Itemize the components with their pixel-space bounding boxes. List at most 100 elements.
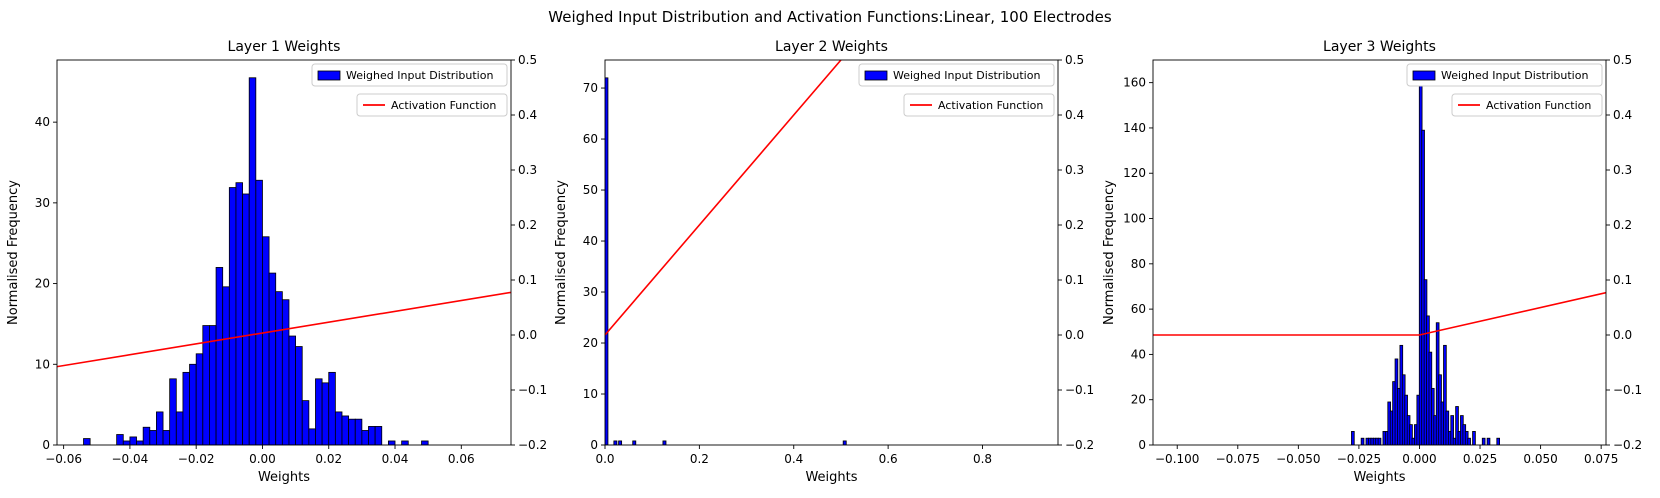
histogram-bar xyxy=(401,440,409,445)
legend-activation: Activation Function xyxy=(1451,93,1603,117)
histogram-bar xyxy=(1467,437,1471,445)
y2-tick-label: 0.2 xyxy=(1613,218,1632,232)
histogram-bar xyxy=(632,440,637,445)
histogram-bar xyxy=(334,411,343,445)
histogram-bar xyxy=(1445,410,1450,445)
legend-patch-swatch xyxy=(1412,70,1436,81)
legend-patch-swatch xyxy=(317,70,341,81)
y-tick-label: 0 xyxy=(590,438,598,452)
y-tick-label: 30 xyxy=(35,196,50,210)
legend-box xyxy=(1406,63,1603,87)
histogram-bar xyxy=(613,440,618,445)
y2-tick-label: 0.2 xyxy=(518,218,537,232)
legend-label: Weighed Input Distribution xyxy=(346,69,493,82)
legend-box xyxy=(1451,93,1603,117)
x-tick-label: −0.050 xyxy=(1276,452,1320,466)
histogram-bar xyxy=(228,187,237,445)
plot-frame xyxy=(604,59,1059,446)
y2-tick-label: 0.1 xyxy=(518,273,537,287)
legend-activation: Activation Function xyxy=(356,93,508,117)
histogram-bar xyxy=(328,371,336,445)
legend-box xyxy=(356,93,508,117)
histogram-bar xyxy=(288,335,297,445)
y2-tick-label: 0.0 xyxy=(1065,328,1084,342)
y-tick-label: 10 xyxy=(583,387,598,401)
x-tick-label: 0.8 xyxy=(973,452,992,466)
x-tick-label: −0.075 xyxy=(1216,452,1260,466)
histogram-bars xyxy=(83,77,429,445)
y-tick-label: 0 xyxy=(42,438,50,452)
panel-title: Layer 1 Weights xyxy=(228,39,341,55)
y2-tick-label: −0.1 xyxy=(1065,383,1094,397)
y2-tick-label: −0.2 xyxy=(1065,438,1094,452)
y-tick-label: 20 xyxy=(1131,393,1146,407)
histogram-bar xyxy=(182,371,190,445)
histogram-bar xyxy=(348,418,356,445)
histogram-bar xyxy=(202,325,210,445)
y-tick-label: 80 xyxy=(1131,257,1146,271)
x-tick-label: −0.04 xyxy=(112,452,149,466)
y2-tick-label: −0.1 xyxy=(1613,383,1642,397)
plot-frame xyxy=(1152,59,1607,446)
x-tick-label: 0.050 xyxy=(1523,452,1557,466)
histogram-bars xyxy=(1351,64,1501,445)
panel-3: −0.100 −0.075 −0.050 −0.025 0.000 0.025 0.050 0… xyxy=(1102,39,1642,485)
histogram-bar xyxy=(1443,344,1447,445)
histogram-bar xyxy=(1472,431,1476,445)
histogram-bar xyxy=(842,440,847,445)
histogram-bar xyxy=(301,400,310,445)
y2-tick-label: 0.5 xyxy=(518,53,537,67)
figure-suptitle: Weighed Input Distribution and Activatio… xyxy=(548,8,1112,26)
y2-tick-label: 0.2 xyxy=(1065,218,1084,232)
histogram-bar xyxy=(116,434,124,445)
histogram-bar xyxy=(321,382,330,445)
y-tick-label: 60 xyxy=(583,132,598,146)
histogram-bar xyxy=(242,193,250,445)
legend-distribution: Weighed Input Distribution xyxy=(311,63,508,87)
y2-tick-label: 0.0 xyxy=(518,328,537,342)
histogram-bar xyxy=(136,440,144,445)
x-tick-label: 0.00 xyxy=(249,452,276,466)
x-tick-label: 0.4 xyxy=(784,452,803,466)
y-tick-label: 160 xyxy=(1123,76,1146,90)
legend-patch-swatch xyxy=(864,70,888,81)
legend-box xyxy=(311,63,508,87)
panels: −0.06 −0.04 −0.02 0.00 0.02 0.04 0.06010203040… xyxy=(6,39,1642,485)
x-tick-label: −0.025 xyxy=(1337,452,1381,466)
y2-tick-label: 0.3 xyxy=(1613,163,1632,177)
y-tick-label: 70 xyxy=(583,81,598,95)
activation-line xyxy=(1153,291,1606,336)
histogram-bar xyxy=(1486,437,1491,445)
histogram-bar xyxy=(308,428,316,445)
histogram-bar xyxy=(215,267,224,445)
histogram-bar xyxy=(169,378,177,445)
y-tick-label: 120 xyxy=(1123,166,1146,180)
y2-tick-label: 0.3 xyxy=(518,163,537,177)
plot-frame xyxy=(56,59,512,446)
y2-tick-label: −0.1 xyxy=(518,383,547,397)
y-tick-label: 40 xyxy=(35,115,50,129)
legend-distribution: Weighed Input Distribution xyxy=(1406,63,1603,87)
y-tick-label: 20 xyxy=(583,336,598,350)
panel-title: Layer 2 Weights xyxy=(775,39,888,55)
y2-tick-label: 0.1 xyxy=(1613,273,1632,287)
x-tick-label: 0.075 xyxy=(1584,452,1618,466)
legend-box xyxy=(858,63,1055,87)
x-axis-label: Weights xyxy=(805,470,857,485)
panel-2: 0.0 0.2 0.4 0.6 0.8 0 10 20 30 40 50 60 70 −0.2 −0.1 0.… xyxy=(554,39,1094,485)
y2-tick-label: 0.4 xyxy=(518,108,537,122)
x-tick-label: 0.6 xyxy=(879,452,898,466)
legend-label: Activation Function xyxy=(938,99,1043,112)
histogram-bar xyxy=(156,411,164,445)
y2-tick-label: 0.1 xyxy=(1065,273,1084,287)
x-tick-label: −0.100 xyxy=(1155,452,1199,466)
histogram-bar xyxy=(162,430,171,445)
histogram-bar xyxy=(195,353,204,445)
histogram-bar xyxy=(262,236,270,445)
histogram-bar xyxy=(1351,431,1355,445)
y-tick-label: 30 xyxy=(583,285,598,299)
legend-label: Activation Function xyxy=(1486,99,1591,112)
x-tick-label: −0.06 xyxy=(45,452,82,466)
y-tick-label: 0 xyxy=(1138,438,1146,452)
activation-line xyxy=(57,291,511,368)
